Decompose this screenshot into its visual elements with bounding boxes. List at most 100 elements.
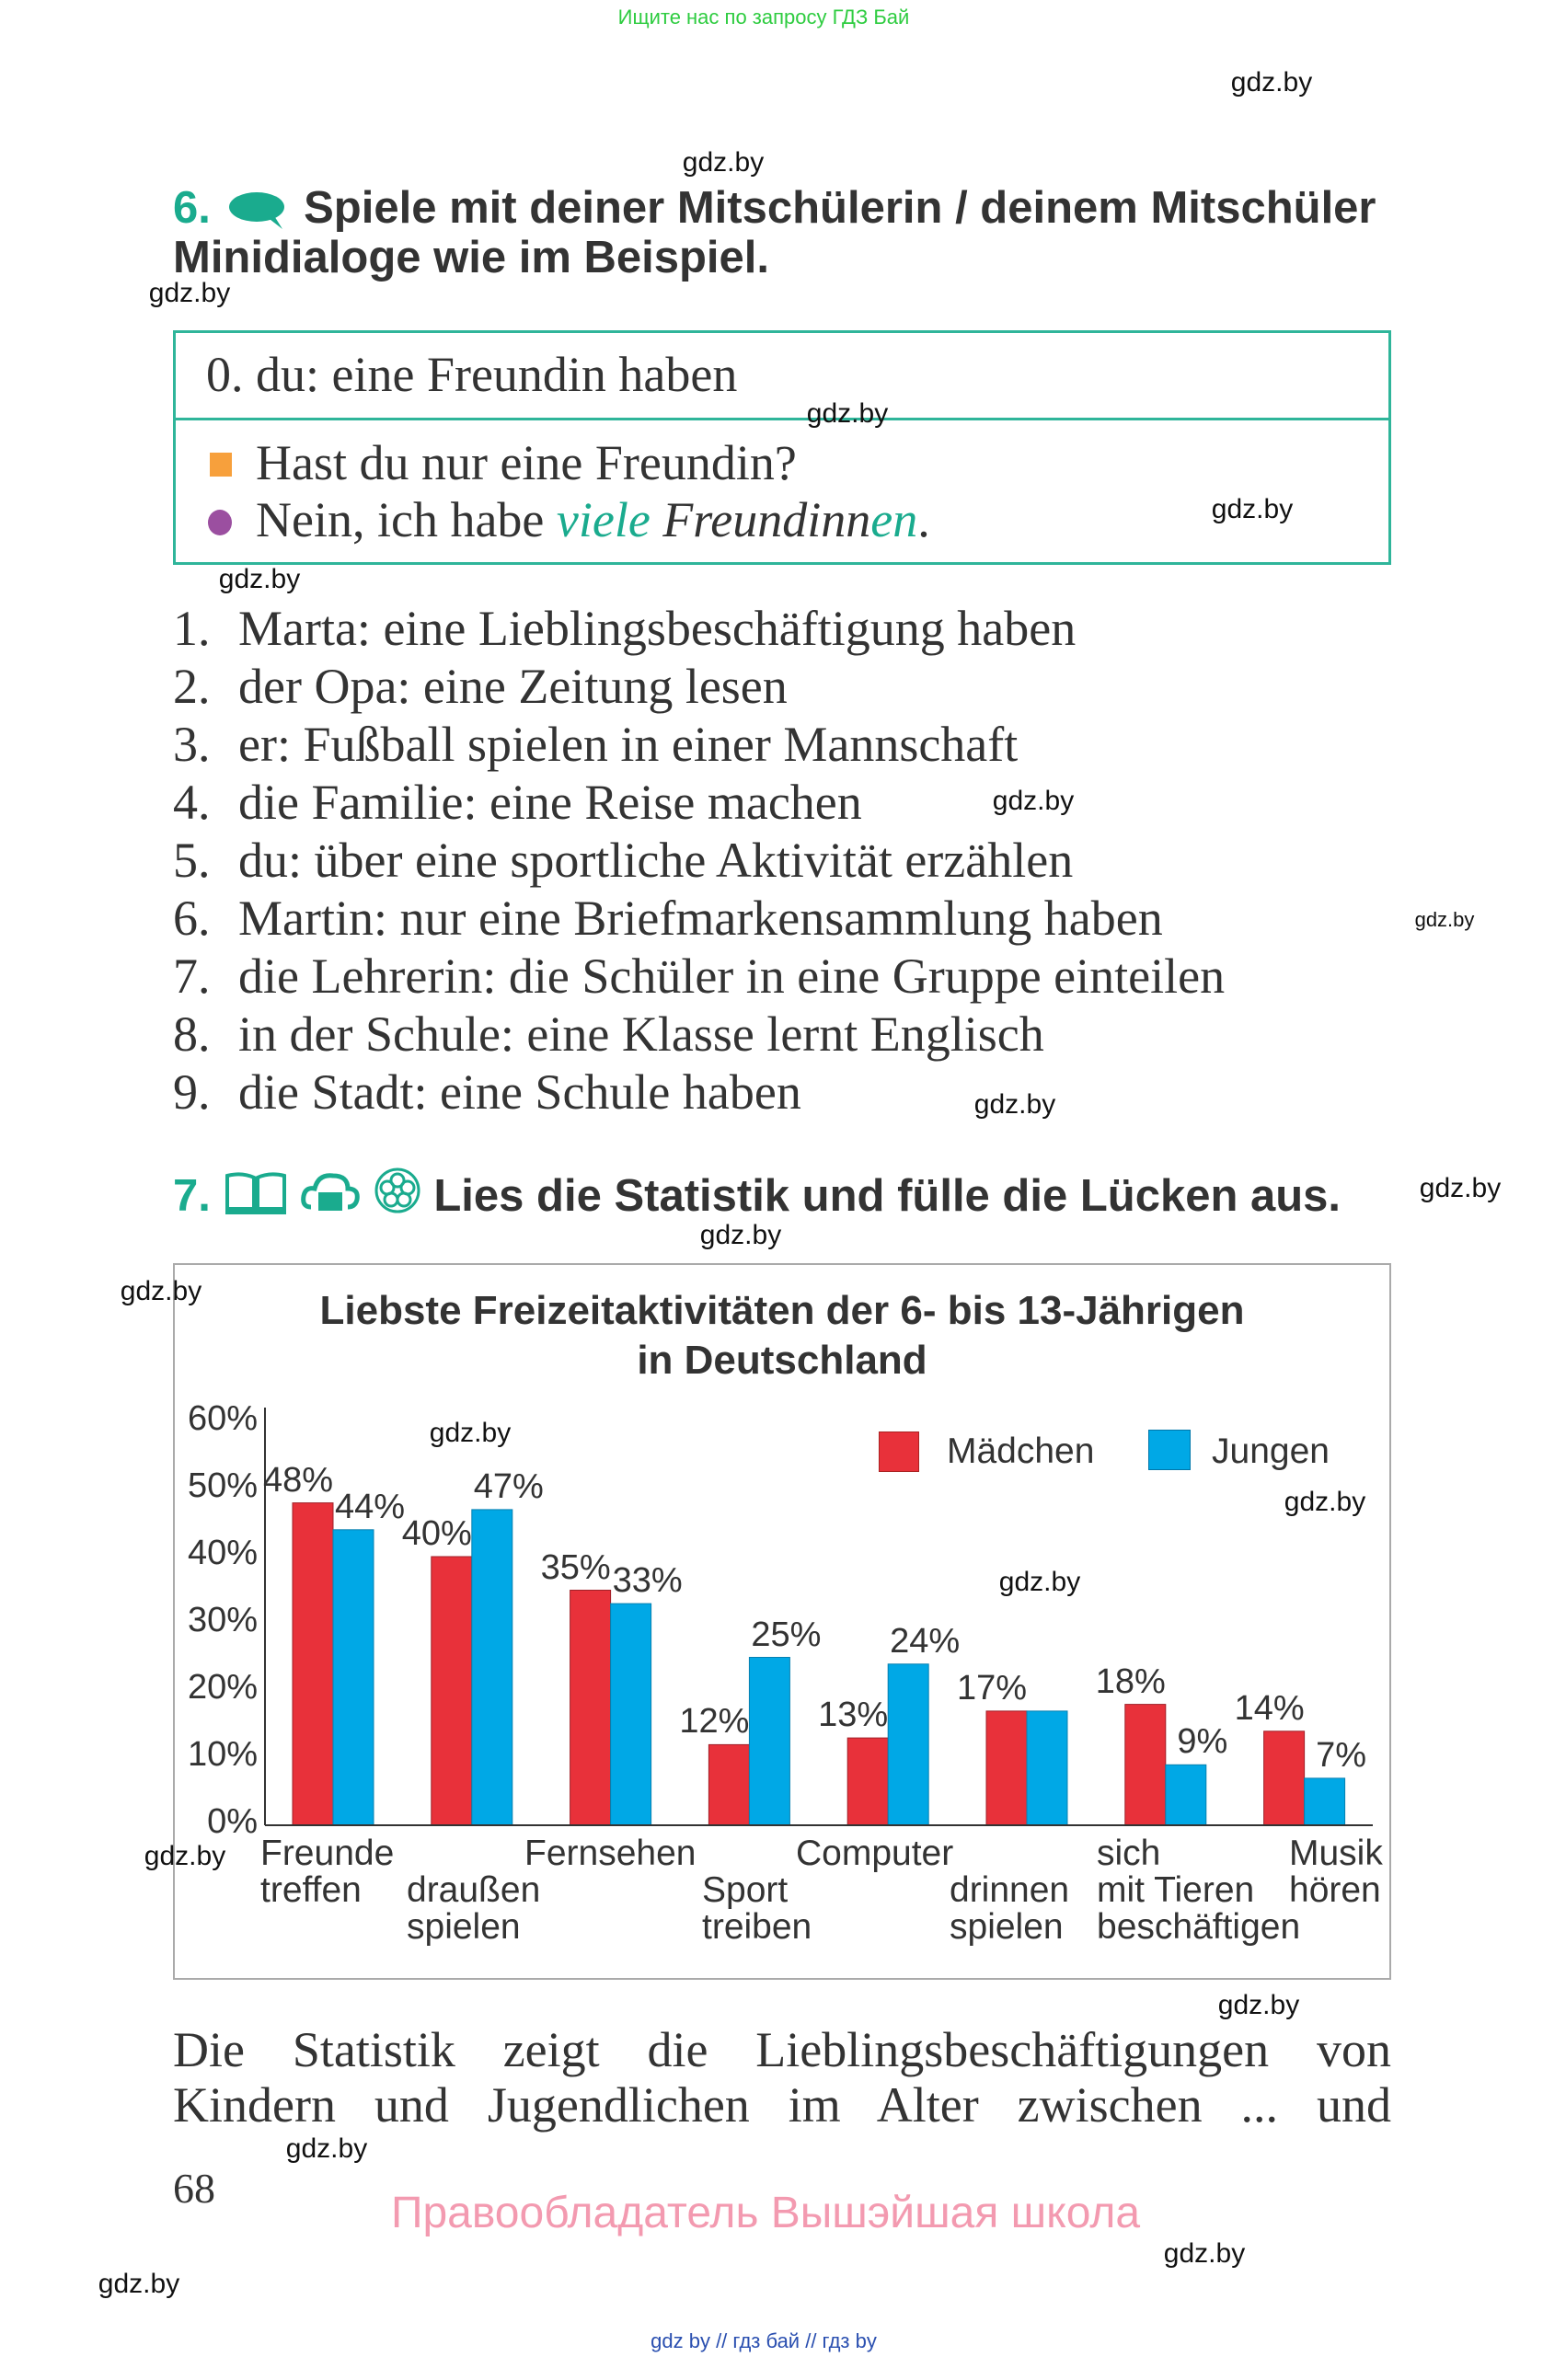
watermark: gdz.by [285,2133,368,2164]
bar-maedchen [292,1502,334,1826]
data-label: 25% [751,1615,822,1654]
bar-jungen [471,1509,513,1826]
watermark: gdz.by [1230,67,1313,98]
list-item: die Stadt: eine Schule haben [238,1064,801,1120]
legend-swatch-jungen [1148,1430,1191,1470]
data-label: 24% [890,1621,961,1661]
flower-icon [374,1167,420,1213]
category-label: draußen [407,1870,541,1910]
legend-label-maedchen: Mädchen [947,1431,1095,1471]
bar-maedchen [1124,1704,1167,1826]
example-question: Hast du nur eine Freundin? [256,435,797,490]
exercise-6-heading: 6. Spiele mit deiner Mitschülerin / dein… [173,182,1376,234]
example-divider [173,418,1391,420]
exercise-number: 7. [173,1171,211,1221]
watermark: gdz.by [120,1276,202,1306]
exercise-title-line1: Spiele mit deiner Mitschülerin / deinem … [304,183,1376,233]
list-item-number: 3. [173,717,211,772]
cloud-folder-icon [301,1173,360,1211]
exercise-title-line2: Minidialoge wie im Beispiel. [173,233,770,282]
copyright-notice: Правообладатель Вышэйшая школа [390,2189,1141,2237]
watermark: gdz.by [218,564,301,594]
data-label: 40% [401,1514,472,1553]
watermark: gdz.by [998,1567,1081,1597]
data-label: 48% [262,1460,334,1500]
data-label: 18% [1095,1661,1166,1701]
answer-viele: viele [556,492,651,547]
paragraph-line2: Kindern und Jugendlichen im Alter zwisch… [173,2077,1391,2133]
answer-text: Nein, ich habe [256,492,557,547]
list-item-number: 7. [173,949,211,1004]
watermark: gdz.by [1217,1990,1300,2020]
bar-maedchen [846,1737,889,1826]
list-item: der Opa: eine Zeitung lesen [238,659,788,714]
watermark: gdz.by [1163,2238,1246,2269]
chart-frame [173,1263,1391,1980]
category-label: hören [1289,1870,1381,1910]
bar-maedchen [985,1710,1028,1826]
data-label: 12% [679,1702,750,1742]
data-label: 9% [1177,1722,1228,1762]
book-icon [225,1172,286,1214]
list-item: Martin: nur eine Briefmarkensammlung hab… [238,891,1163,946]
data-label: 33% [612,1561,683,1601]
footer-links[interactable]: gdz by // гдз бай // гдз by [651,2329,877,2352]
category-label: spielen [407,1907,521,1947]
bar-maedchen [708,1743,750,1826]
watermark: gdz.by [1419,1173,1502,1203]
category-label: Musik [1289,1834,1383,1873]
category-label: Sport [702,1870,789,1910]
legend-label-jungen: Jungen [1212,1431,1330,1471]
list-item: Marta: eine Lieblingsbeschäftigung haben [238,601,1077,656]
category-label: Computer [796,1834,954,1873]
y-tick-label: 20% [187,1668,258,1707]
category-label: Freunde [260,1834,395,1873]
list-item-number: 6. [173,891,211,946]
bar-jungen [610,1603,652,1826]
example-answer: Nein, ich habe viele Freundinnen. [256,491,930,548]
watermark: gdz.by [98,2269,180,2299]
category-label: Fernsehen [524,1834,697,1873]
list-item-number: 2. [173,659,211,714]
category-label: mit Tieren [1097,1870,1255,1910]
answer-ending: en [870,492,918,547]
example-prompt: 0. du: eine Freundin haben [206,347,738,402]
y-tick-label: 60% [187,1399,258,1438]
watermark: gdz.by [1211,494,1294,524]
list-item-number: 5. [173,833,211,888]
page-number: 68 [173,2165,215,2212]
list-item: in der Schule: eine Klasse lernt Englisc… [238,1006,1044,1062]
list-item: er: Fußball spielen in einer Mannschaft [238,717,1019,772]
bar-jungen [332,1529,374,1826]
data-label: 47% [473,1466,544,1506]
bar-maedchen [1263,1730,1306,1826]
list-item: die Lehrerin: die Schüler in eine Gruppe… [238,949,1226,1004]
data-label: 13% [818,1696,889,1735]
bar-jungen [748,1657,790,1826]
exercise-7-heading: 7. Lies die Statistik und fülle die Lück… [173,1167,1341,1222]
category-label: treffen [260,1870,362,1910]
data-label: 44% [334,1487,406,1526]
category-label: spielen [950,1907,1064,1947]
list-item-number: 8. [173,1006,211,1062]
list-item-number: 9. [173,1064,211,1120]
bar-jungen [1304,1777,1346,1826]
bar-maedchen [431,1556,473,1826]
data-label: 17% [956,1668,1028,1707]
data-label: 35% [540,1547,611,1587]
square-bullet-icon [210,453,232,477]
speech-bubble-icon [228,192,284,230]
category-label: sich [1097,1834,1161,1873]
data-label: 7% [1316,1735,1367,1775]
search-banner[interactable]: Ищите нас по запросу ГДЗ Бай [617,6,910,29]
watermark: gdz.by [699,1220,782,1250]
watermark: gdz.by [148,278,231,308]
y-tick-label: 30% [187,1601,258,1639]
bar-maedchen [570,1590,612,1826]
exercise-title: Lies die Statistik und fülle die Lücken … [433,1171,1341,1221]
circle-bullet-icon [208,510,232,535]
data-label: 14% [1234,1688,1305,1728]
watermark: gdz.by [682,147,765,178]
category-label: drinnen [950,1870,1070,1910]
